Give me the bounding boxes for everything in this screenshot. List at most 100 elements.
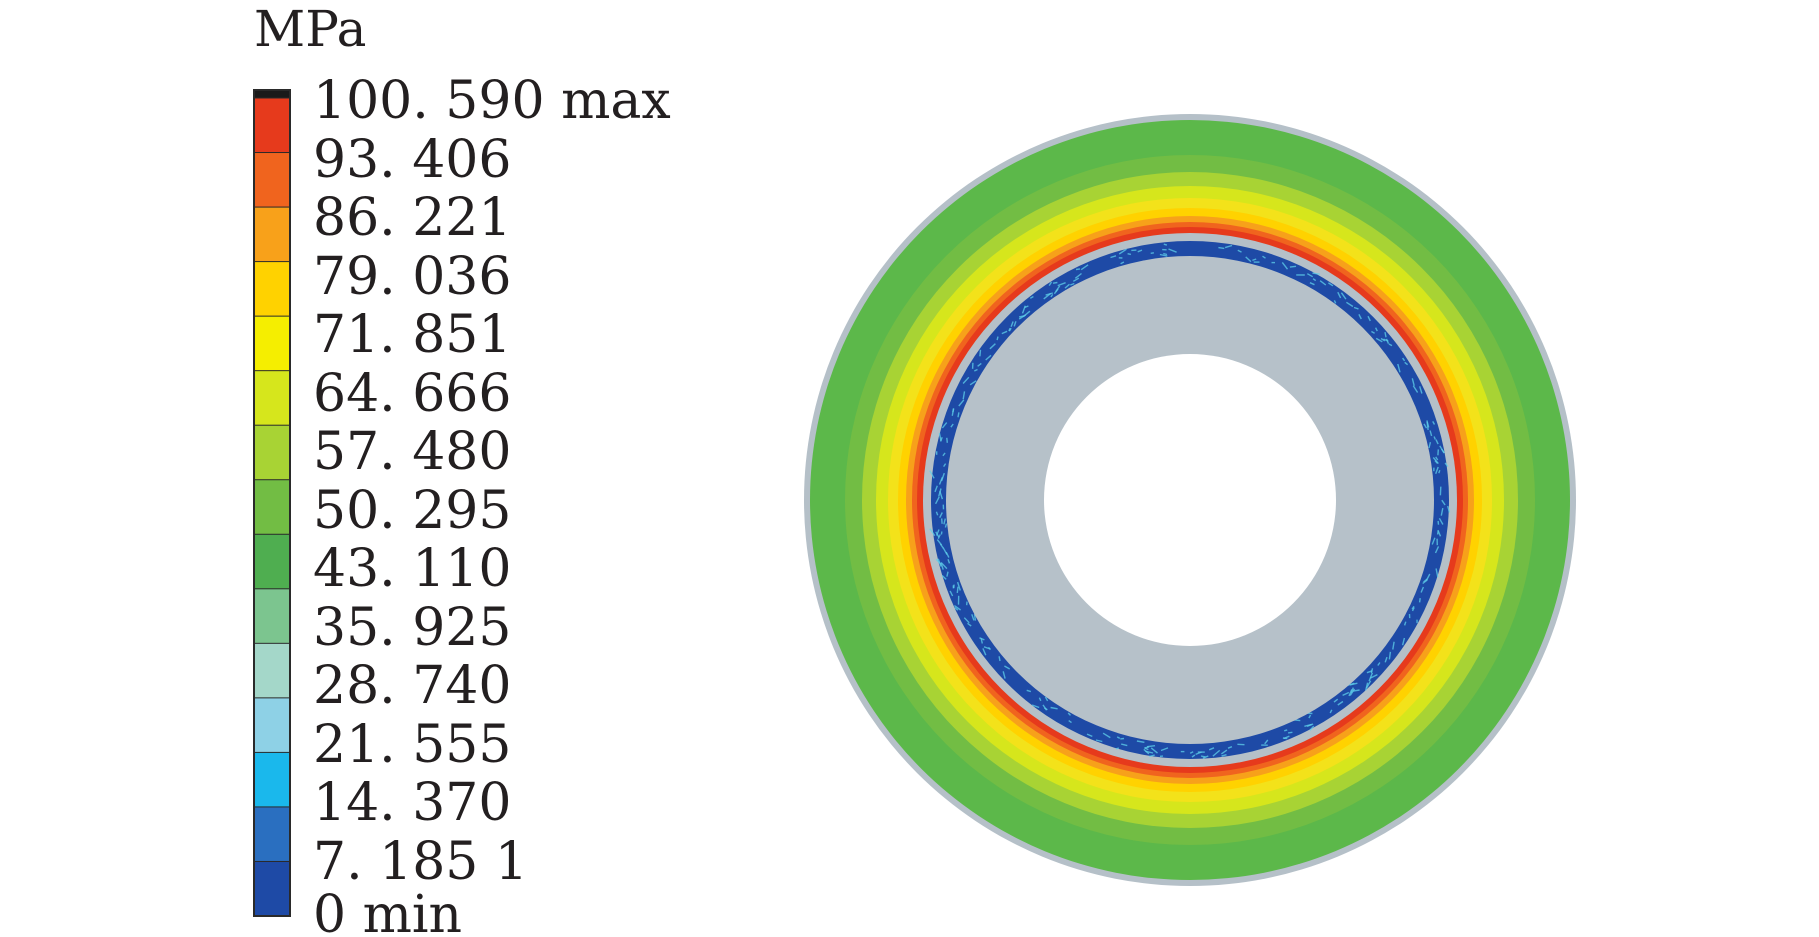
- contour-speckle: [1384, 331, 1387, 338]
- contour-speckle: [1237, 249, 1242, 253]
- contour-speckle: [1026, 689, 1032, 693]
- contour-speckle: [946, 571, 949, 577]
- contour-speckle: [939, 512, 943, 519]
- contour-speckle: [1431, 537, 1436, 545]
- contour-speckle: [1115, 747, 1120, 750]
- contour-speckle: [1428, 442, 1432, 449]
- legend-label: 7. 185 1: [313, 832, 528, 892]
- contour-speckle: [1423, 578, 1428, 583]
- contour-speckle: [1418, 598, 1421, 603]
- contour-speckle: [1288, 731, 1293, 734]
- contour-speckle: [1411, 605, 1415, 610]
- contour-speckle: [1095, 739, 1103, 743]
- contour-speckle: [1365, 682, 1369, 691]
- contour-speckle: [974, 368, 978, 372]
- contour-speckle: [1289, 265, 1297, 268]
- contour-speckle: [1436, 530, 1439, 535]
- legend-band: [253, 152, 291, 209]
- contour-speckle: [1080, 264, 1089, 271]
- contour-speckle: [1001, 330, 1008, 335]
- contour-speckle: [1052, 281, 1058, 284]
- legend-colorbar: [253, 89, 291, 917]
- legend-label: 28. 740: [313, 656, 511, 716]
- contour-speckle: [1304, 723, 1312, 727]
- contour-speckle: [1429, 430, 1433, 437]
- legend-frame: [253, 89, 291, 917]
- legend-band: [253, 370, 291, 427]
- contour-speckle: [940, 563, 944, 570]
- contour-speckle: [1137, 249, 1143, 253]
- contour-speckle: [1348, 689, 1353, 697]
- contour-speckle: [1018, 314, 1027, 320]
- legend-label: 57. 480: [313, 422, 511, 482]
- legend-label: 93. 406: [313, 130, 511, 190]
- contour-speckle: [1328, 282, 1334, 287]
- contour-speckle: [929, 528, 936, 537]
- contour-speckle: [1002, 671, 1006, 679]
- contour-speckle: [1074, 272, 1082, 279]
- contour-speckle: [969, 380, 977, 386]
- contour-speckle: [1281, 261, 1289, 270]
- contour-speckle: [967, 622, 972, 627]
- contour-speckle: [1127, 253, 1132, 256]
- contour-speckle: [989, 343, 996, 350]
- contour-speckle: [1010, 321, 1014, 328]
- contour-speckle: [1419, 386, 1423, 394]
- legend-label: 86. 221: [313, 188, 511, 248]
- contour-speckle: [956, 581, 961, 591]
- contour-speckle: [1202, 755, 1209, 759]
- contour-speckle: [947, 559, 951, 564]
- contour-speckle: [973, 614, 977, 621]
- contour-speckle: [1349, 682, 1358, 686]
- contour-speckle: [1208, 747, 1215, 751]
- contour-speckle: [1319, 280, 1327, 286]
- contour-speckle: [941, 574, 947, 580]
- contour-speckle: [934, 485, 938, 493]
- contour-speckle: [1308, 714, 1312, 719]
- legend-label: 14. 370: [313, 773, 511, 833]
- legend-labels: 100. 590 max 93. 406 86. 221 79. 036 71.…: [313, 71, 671, 937]
- contour-speckle: [940, 472, 945, 482]
- contour-speckle: [1337, 291, 1342, 299]
- contour-speckle: [934, 496, 940, 505]
- contour-speckle: [1191, 754, 1196, 758]
- contour-speckle: [1369, 673, 1378, 679]
- contour-speckle: [946, 437, 948, 443]
- contour-speckle: [1070, 282, 1075, 286]
- legend-band: [253, 424, 291, 481]
- contour-speckle: [1422, 579, 1428, 585]
- contour-speckle: [957, 412, 960, 418]
- contour-speckle: [1444, 462, 1449, 468]
- contour-speckle: [1349, 688, 1356, 696]
- contour-speckle: [1337, 700, 1344, 706]
- legend-label: 64. 666: [313, 364, 511, 424]
- contour-speckle: [939, 436, 943, 442]
- contour-speckle: [971, 614, 975, 621]
- contour-speckle: [1120, 261, 1125, 265]
- contour-speckle: [1252, 258, 1257, 262]
- contour-speckle: [1031, 704, 1040, 709]
- contour-speckle: [1435, 439, 1439, 445]
- contour-speckle: [1163, 252, 1168, 256]
- contour-speckle: [1149, 754, 1155, 758]
- contour-speckle: [1377, 662, 1381, 666]
- contour-speckle: [1038, 697, 1042, 702]
- legend-band: [253, 479, 291, 536]
- legend-label: 79. 036: [313, 247, 511, 307]
- contour-speckle: [1212, 749, 1221, 757]
- contour-speckle: [1333, 698, 1339, 703]
- contour-speckle: [1168, 248, 1177, 253]
- legend-band: [253, 588, 291, 645]
- contour-speckle: [1283, 735, 1290, 740]
- contour-speckle: [1432, 421, 1436, 425]
- contour-speckle: [1401, 637, 1406, 646]
- contour-speckle: [1411, 607, 1415, 612]
- contour-speckle: [1353, 689, 1360, 692]
- contour-speckle: [1055, 285, 1061, 293]
- contour-speckle: [935, 558, 942, 565]
- legend-top-cap: [254, 90, 290, 98]
- contour-speckle: [1218, 246, 1225, 250]
- contour-speckle: [1245, 256, 1252, 263]
- legend-band: [253, 697, 291, 754]
- legend-band: [253, 261, 291, 318]
